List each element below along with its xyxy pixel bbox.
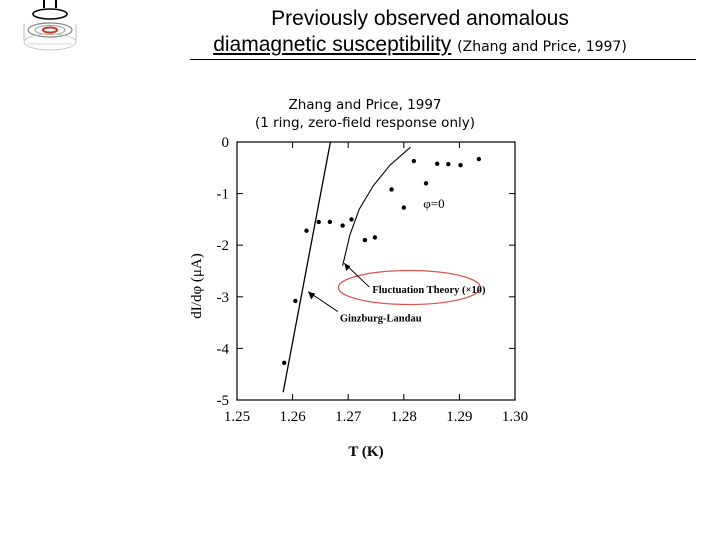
title-citation: (Zhang and Price, 1997) bbox=[457, 39, 627, 55]
ring-diagram-logo bbox=[23, 0, 77, 51]
y-tick-label: -2 bbox=[217, 238, 230, 254]
data-point bbox=[327, 219, 333, 225]
plot-frame bbox=[236, 141, 516, 401]
y-tick-label: -5 bbox=[217, 393, 230, 409]
x-tick-label: 1.25 bbox=[224, 409, 250, 425]
data-point bbox=[411, 158, 417, 164]
susceptibility-chart: 1.25 1.26 1.27 1.28 1.29 1.30 0 -1 -2 -3 -4 -5 T (K)… bbox=[189, 135, 528, 460]
ginzburg-landau-line bbox=[282, 141, 332, 393]
data-point bbox=[458, 163, 463, 168]
y-tick-label: -4 bbox=[217, 341, 230, 357]
data-point bbox=[434, 161, 440, 166]
data-point bbox=[372, 235, 378, 240]
data-point bbox=[401, 205, 406, 210]
fluctuation-theory-label: Fluctuation Theory (×10) bbox=[372, 285, 486, 296]
title-line-2: diamagnetic susceptibility (Zhang and Pr… bbox=[150, 32, 690, 60]
slide-title: Previously observed anomalous diamagneti… bbox=[150, 6, 690, 60]
x-axis-label: T (K) bbox=[348, 444, 383, 460]
y-axis-label: dI/dφ (μA) bbox=[189, 253, 205, 318]
data-point bbox=[282, 360, 287, 366]
data-point bbox=[293, 298, 298, 304]
ginzburg-landau-label: Ginzburg-Landau bbox=[340, 314, 422, 325]
data-point bbox=[423, 181, 429, 186]
data-point bbox=[340, 223, 345, 228]
fluctuation-arrowhead bbox=[344, 263, 351, 272]
x-tick-label: 1.29 bbox=[446, 409, 472, 425]
data-point bbox=[476, 156, 482, 162]
title-rule bbox=[190, 59, 696, 60]
figure-caption: Zhang and Price, 1997 (1 ring, zero-fiel… bbox=[200, 96, 530, 132]
data-point bbox=[304, 228, 309, 233]
caption-line-2: (1 ring, zero-field response only) bbox=[254, 115, 476, 131]
fluctuation-theory-curve bbox=[342, 146, 411, 266]
highlight-ellipse bbox=[337, 269, 481, 306]
data-point bbox=[446, 161, 451, 167]
x-tick-label: 1.30 bbox=[502, 409, 528, 425]
y-tick-label: -3 bbox=[217, 290, 230, 306]
y-tick-label: -1 bbox=[217, 187, 230, 203]
data-point bbox=[349, 217, 354, 222]
ginzburg-landau-arrowhead bbox=[308, 291, 316, 300]
y-tick-label: 0 bbox=[222, 135, 230, 151]
data-point bbox=[362, 237, 368, 243]
x-tick-label: 1.27 bbox=[335, 409, 362, 425]
caption-line-1: Zhang and Price, 1997 bbox=[288, 97, 442, 113]
x-tick-label: 1.26 bbox=[279, 409, 306, 425]
title-line-1: Previously observed anomalous bbox=[271, 7, 569, 30]
phi-zero-label: φ=0 bbox=[423, 196, 444, 211]
title-main-text: diamagnetic susceptibility bbox=[213, 33, 452, 56]
data-point bbox=[316, 219, 321, 225]
data-point bbox=[389, 187, 394, 192]
x-tick-label: 1.28 bbox=[391, 409, 417, 425]
